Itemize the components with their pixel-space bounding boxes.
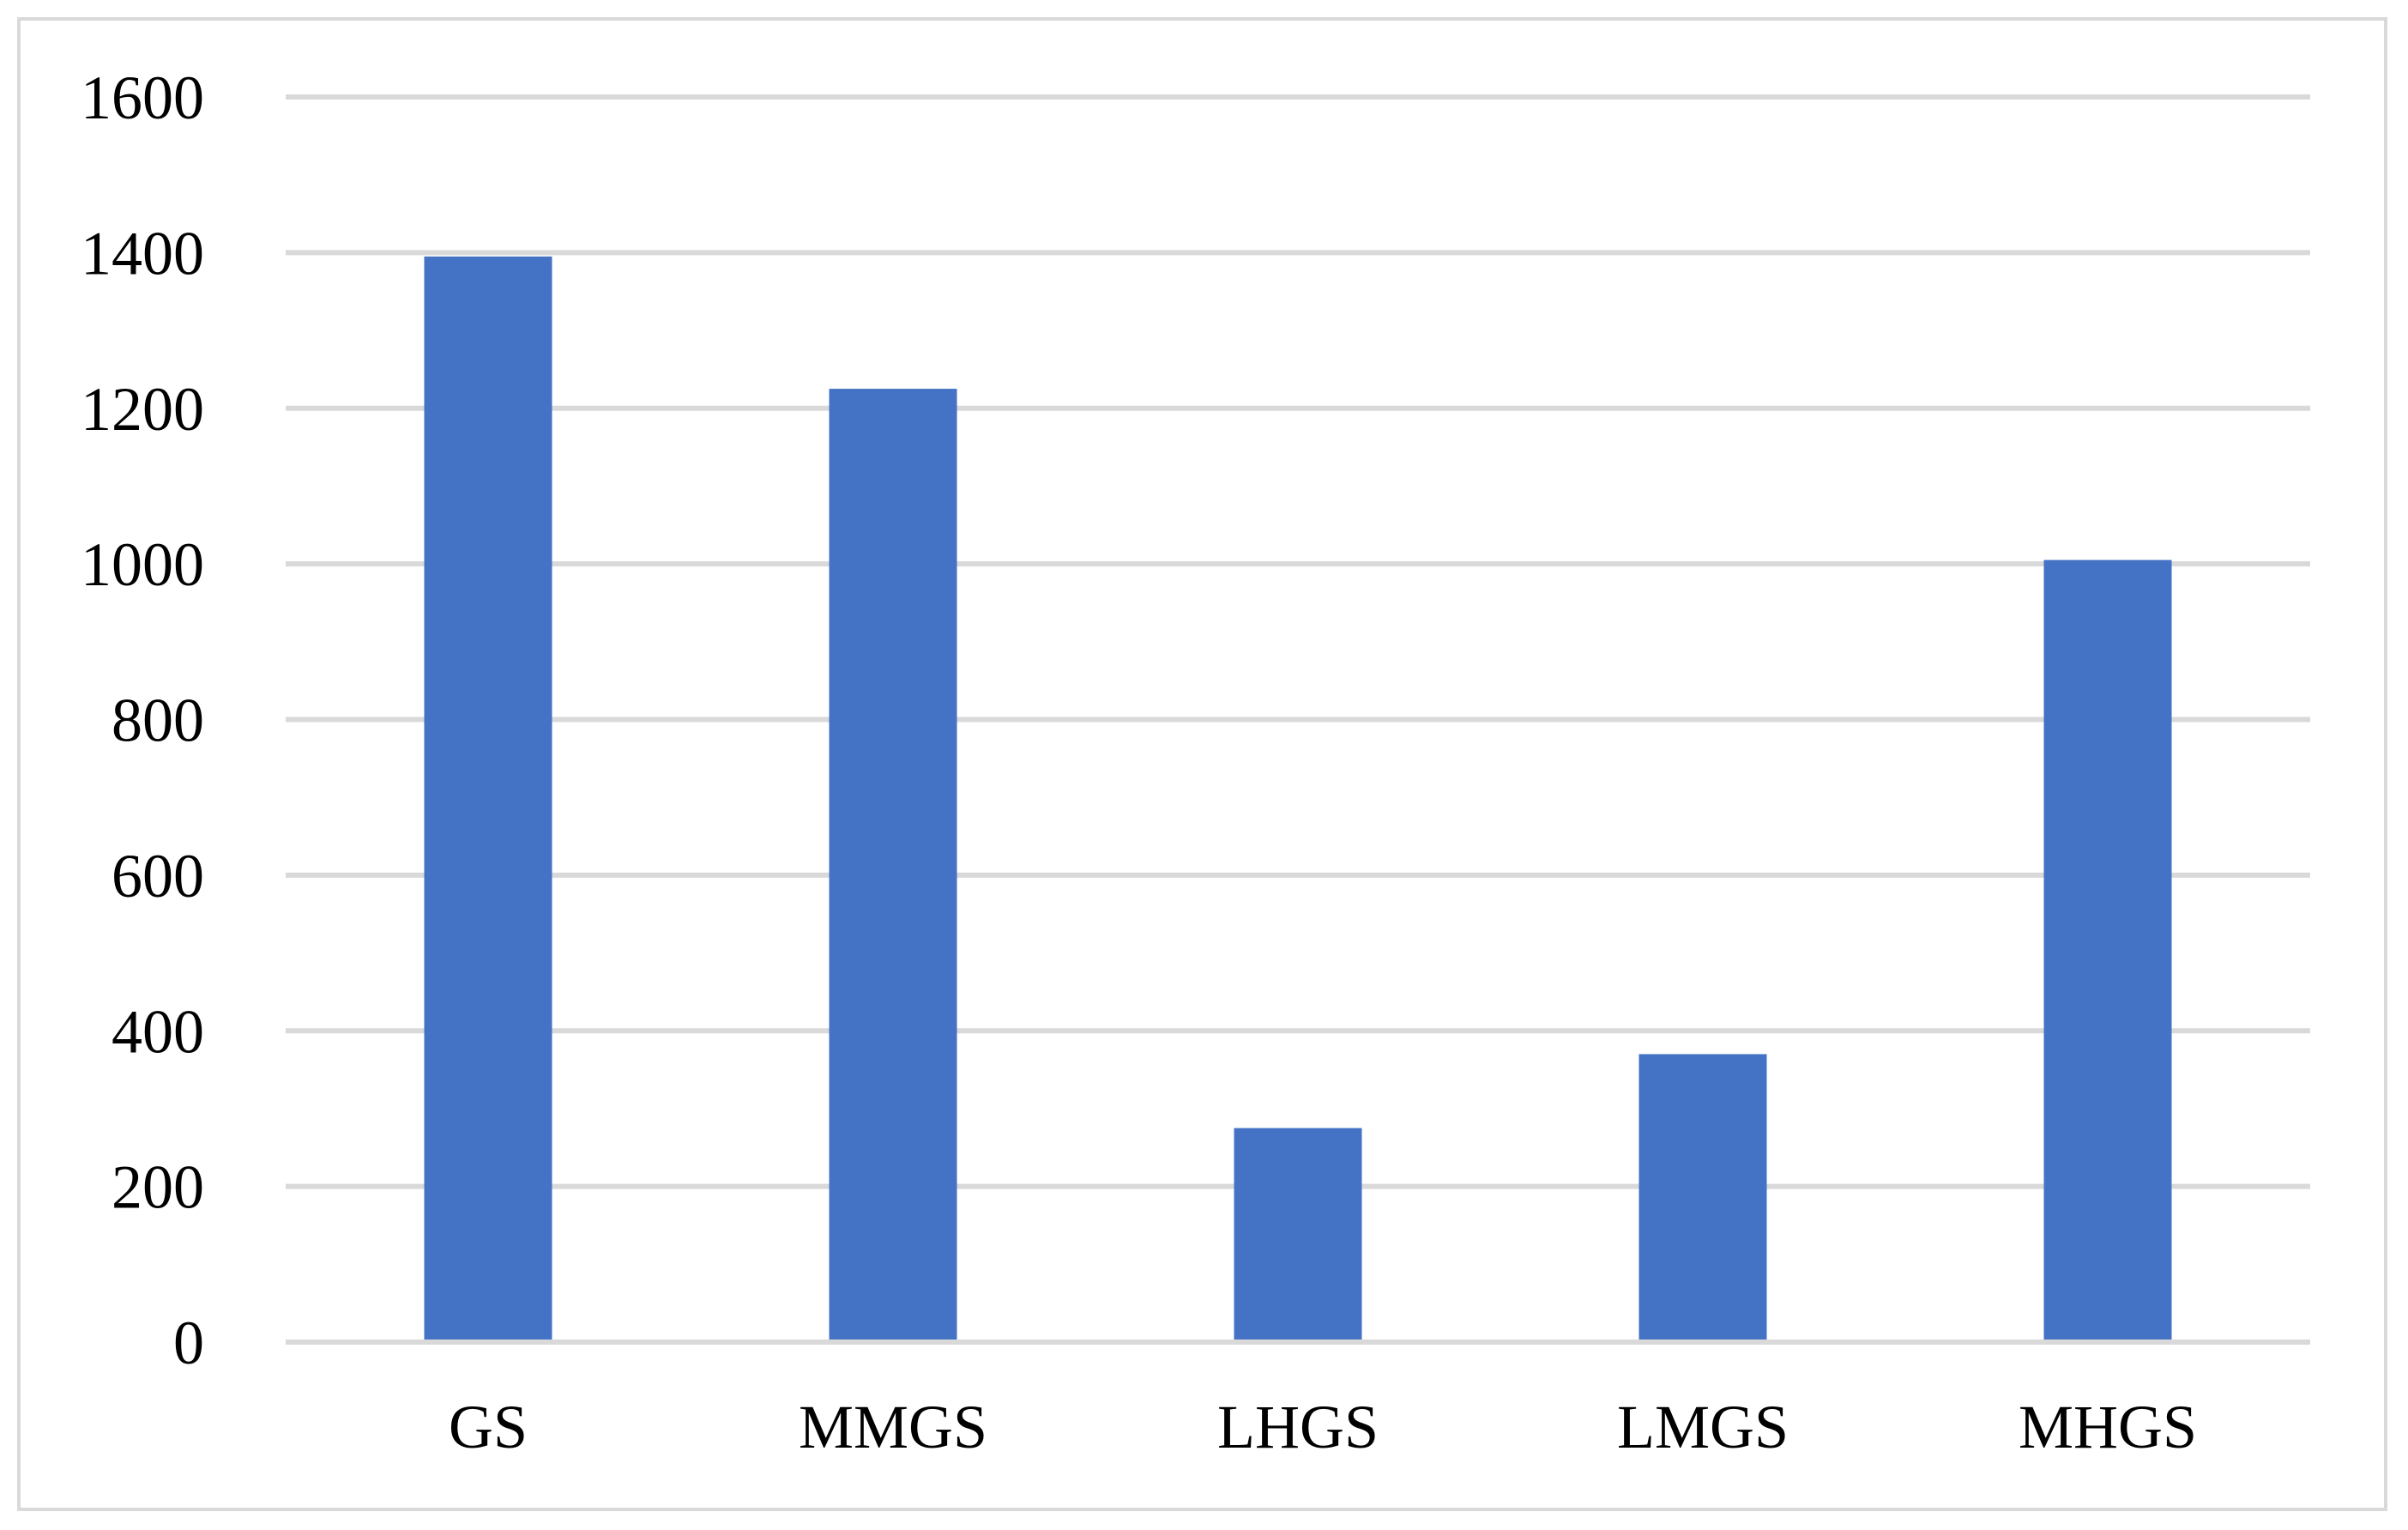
x-tick-label-gs: GS [449,1393,528,1461]
y-tick-label-1200: 1200 [81,375,204,444]
y-tick-label-600: 600 [112,842,204,910]
chart-frame [17,17,2387,1511]
bar-lhgs [1234,1128,1362,1342]
y-tick-label-0: 0 [173,1309,204,1377]
y-tick-label-1600: 1600 [81,63,204,132]
x-tick-label-mhgs: MHGS [2019,1393,2197,1461]
bar-mmgs [829,389,957,1342]
bar-gs [424,256,552,1342]
x-tick-label-lhgs: LHGS [1217,1393,1379,1461]
y-tick-label-400: 400 [112,997,204,1066]
x-tick-label-lmgs: LMGS [1617,1393,1789,1461]
y-tick-label-1400: 1400 [81,219,204,287]
y-tick-label-1000: 1000 [81,530,204,599]
y-tick-label-200: 200 [112,1153,204,1222]
x-tick-label-mmgs: MMGS [799,1393,987,1461]
x-axis-tick-labels: GS MMGS LHGS LMGS MHGS [449,1393,2197,1461]
bars [424,256,2172,1342]
gridlines [286,94,2310,1189]
bar-lmgs [1639,1054,1767,1342]
bar-mhgs [2043,559,2172,1342]
y-axis-tick-labels: 0 200 400 600 800 1000 1200 1400 1600 [81,63,204,1377]
y-tick-label-800: 800 [112,686,204,755]
